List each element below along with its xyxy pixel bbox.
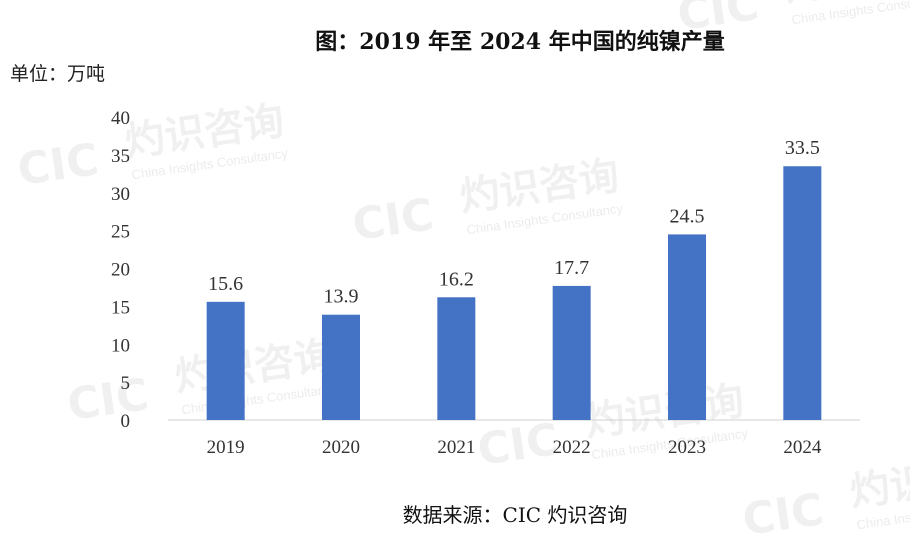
bar-series: [206, 166, 822, 420]
bar: [322, 314, 360, 420]
watermark-brand-cn: 灼识咨询: [847, 448, 910, 516]
y-tick-label: 20: [111, 260, 130, 281]
x-axis-ticks: 2019 2020 2021 2022 2023 2024: [207, 437, 822, 458]
y-axis-ticks: 0 5 10 15 20 25 30 35 40: [111, 108, 130, 432]
y-axis-unit-label: 单位：万吨: [10, 63, 105, 85]
bar-value-label: 15.6: [208, 273, 243, 295]
bar-value-label: 13.9: [324, 286, 359, 308]
bar-value-label: 16.2: [439, 268, 474, 290]
bar: [552, 285, 591, 420]
watermark-logo-text: CIC: [64, 369, 151, 431]
chart-title: 图：2019 年至 2024 年中国的纯镍产量: [315, 29, 724, 55]
data-labels: 15.6 13.9 16.2 17.7 24.5 33.5: [208, 137, 820, 307]
bar: [437, 297, 476, 420]
x-tick-label: 2020: [322, 437, 360, 458]
y-tick-label: 35: [111, 146, 130, 167]
x-tick-label: 2019: [207, 437, 245, 458]
watermark-logo-text: CIC: [474, 414, 561, 476]
bar-value-label: 17.7: [554, 257, 589, 279]
y-tick-label: 0: [121, 411, 131, 432]
watermark-logo-text: CIC: [349, 189, 436, 251]
source-note: 数据来源：CIC 灼识咨询: [403, 503, 628, 527]
x-tick-label: 2024: [783, 437, 822, 458]
y-tick-label: 30: [111, 184, 130, 205]
y-tick-label: 15: [111, 297, 130, 318]
watermark-logo-text: CIC: [739, 484, 826, 546]
y-tick-label: 40: [111, 108, 130, 129]
x-tick-label: 2023: [668, 437, 706, 458]
x-tick-label: 2021: [437, 437, 475, 458]
x-tick-label: 2022: [553, 437, 591, 458]
watermark-logo-text: CIC: [14, 134, 101, 196]
bar: [206, 301, 245, 420]
bar: [783, 166, 822, 420]
y-tick-label: 25: [111, 222, 130, 243]
y-tick-label: 10: [111, 335, 130, 356]
bar-value-label: 24.5: [670, 205, 705, 227]
bar-value-label: 33.5: [785, 137, 820, 159]
bar: [668, 234, 706, 420]
y-tick-label: 5: [121, 373, 131, 394]
